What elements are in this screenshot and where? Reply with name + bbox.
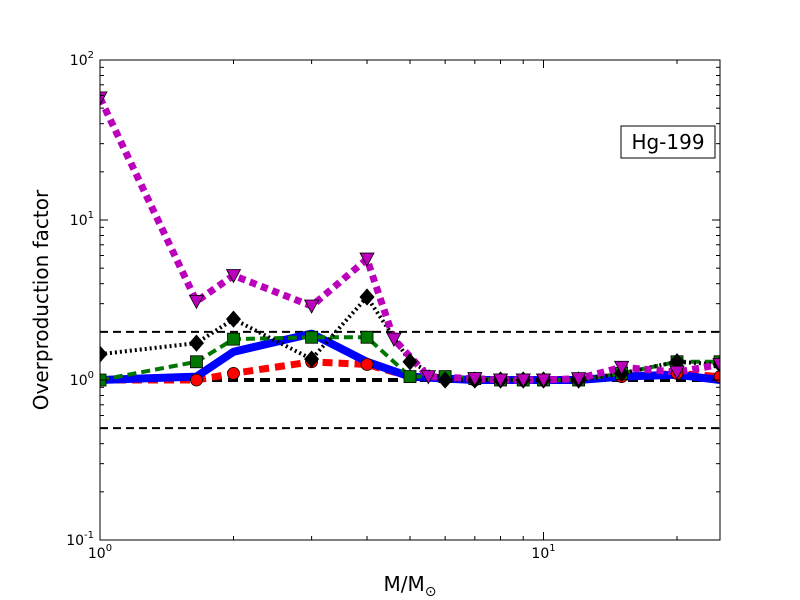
annotation-label: Hg-199 xyxy=(631,130,704,154)
series-0-point-4 xyxy=(360,358,374,371)
series-2-point-2 xyxy=(227,332,240,346)
series-3-point-6 xyxy=(437,371,453,389)
series-4-point-7 xyxy=(467,372,483,387)
x-axis-label: M/M⊙ xyxy=(384,572,437,600)
series-4-point-12 xyxy=(613,360,630,376)
annotation-box: Hg-199 xyxy=(620,125,716,159)
series-markers xyxy=(100,91,720,389)
series-4-point-8 xyxy=(492,373,509,388)
series-3-point-1 xyxy=(188,334,204,352)
x-tick-label-1: 101 xyxy=(531,543,555,562)
series-4-point-10 xyxy=(535,373,552,388)
series-4-point-3 xyxy=(303,299,320,314)
series-4-point-13 xyxy=(669,365,685,380)
series-4-point-11 xyxy=(570,372,587,387)
y-tick-label-1: 100 xyxy=(70,370,94,389)
series-4-point-2 xyxy=(225,269,242,284)
series-4-point-6 xyxy=(420,370,437,385)
series-4-point-4 xyxy=(359,252,375,267)
series-3-point-3 xyxy=(304,350,320,368)
series-0-point-2 xyxy=(227,366,240,380)
series-3-point-0 xyxy=(100,345,108,363)
y-tick-label-0: 10-1 xyxy=(66,530,94,549)
series-4-point-14 xyxy=(712,358,720,373)
x-axis-label-subscript: ⊙ xyxy=(425,584,437,600)
y-tick-label-2: 101 xyxy=(70,210,94,229)
series-3-point-4 xyxy=(359,288,375,306)
series-4-point-1 xyxy=(188,294,205,310)
series-3-point-5 xyxy=(402,353,418,371)
series-2-point-1 xyxy=(190,355,203,369)
series-2-point-5 xyxy=(403,370,417,384)
y-tick-label-3: 102 xyxy=(70,50,94,69)
series-4-point-5 xyxy=(386,332,402,348)
y-axis-label: Overproduction factor xyxy=(29,189,53,410)
x-tick-label-0: 100 xyxy=(88,543,112,562)
series-line-0 xyxy=(100,358,720,384)
series-2-point-4 xyxy=(360,330,374,344)
series-2-point-3 xyxy=(305,330,319,344)
series-line-3 xyxy=(100,295,720,382)
series-3-point-2 xyxy=(225,310,242,328)
series-0-point-1 xyxy=(190,373,203,387)
series-4-point-9 xyxy=(515,373,531,388)
